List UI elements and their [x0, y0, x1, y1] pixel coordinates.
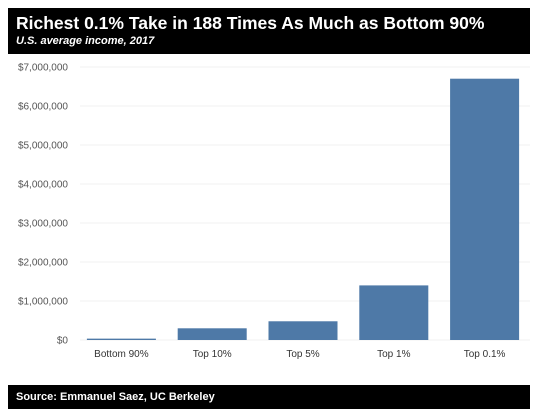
x-tick-label: Top 5%	[286, 349, 319, 360]
source-text: Source: Emmanuel Saez, UC Berkeley	[16, 391, 215, 403]
x-tick-label: Top 10%	[193, 349, 232, 360]
chart-title: Richest 0.1% Take in 188 Times As Much a…	[16, 13, 485, 33]
y-tick-label: $7,000,000	[18, 63, 68, 74]
x-tick-label: Top 0.1%	[464, 349, 506, 360]
bar-chart: $0 $1,000,000 $2,000,000 $3,000,000 $4,000,0…	[18, 63, 530, 360]
y-tick-label: $1,000,000	[18, 297, 68, 308]
y-tick-label: $4,000,000	[18, 180, 68, 191]
source-footer: Source: Emmanuel Saez, UC Berkeley	[8, 385, 530, 409]
bar-bottom-90	[86, 338, 156, 340]
bar-top-5	[268, 321, 338, 340]
x-tick-label: Bottom 90%	[94, 349, 149, 360]
chart-subtitle: U.S. average income, 2017	[16, 35, 155, 47]
bar-top-10	[177, 328, 247, 340]
y-tick-label: $0	[57, 336, 69, 347]
bar-top-1	[359, 285, 429, 340]
chart-header: Richest 0.1% Take in 188 Times As Much a…	[8, 8, 530, 54]
bar-top-0-1	[450, 78, 520, 340]
y-tick-label: $3,000,000	[18, 219, 68, 230]
x-tick-label: Top 1%	[377, 349, 410, 360]
y-tick-label: $2,000,000	[18, 258, 68, 269]
y-tick-label: $6,000,000	[18, 102, 68, 113]
y-tick-label: $5,000,000	[18, 141, 68, 152]
